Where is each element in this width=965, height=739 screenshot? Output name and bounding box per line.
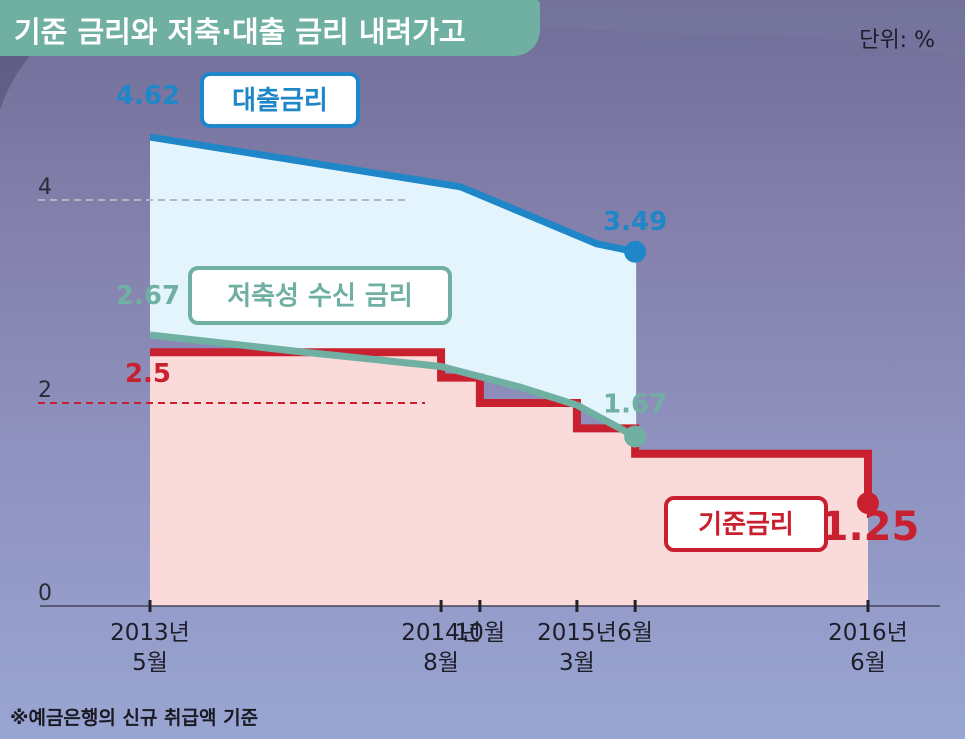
x-tick-label-4: 6월 xyxy=(617,620,653,646)
savings-rate-start-label: 2.67 xyxy=(116,281,180,311)
base-rate-end-marker xyxy=(857,492,879,515)
x-tick-label-2: 10월 xyxy=(455,620,505,646)
loan-rate-legend-box xyxy=(200,72,360,128)
chart-title: 기준 금리와 저축·대출 금리 내려가고 xyxy=(14,15,466,49)
loan-rate-legend-label: 대출금리 xyxy=(232,86,328,116)
base-rate-start-label: 2.5 xyxy=(125,359,171,389)
y-tick-label-0: 0 xyxy=(38,581,52,606)
base-rate-legend-box xyxy=(664,496,828,552)
savings-rate-legend-box xyxy=(188,266,452,325)
savings-rate-end-marker xyxy=(624,425,647,448)
savings-rate-line xyxy=(149,331,637,440)
loan-rate-end-label: 3.49 xyxy=(603,207,667,237)
loan-rate-line xyxy=(149,133,636,256)
footnote: ※예금은행의 신규 취급액 기준 xyxy=(10,707,259,729)
base-rate-legend-label: 기준금리 xyxy=(698,510,794,540)
savings-rate-end-label: 1.67 xyxy=(603,389,667,419)
y-tick-label-2: 2 xyxy=(38,378,52,403)
savings-rate-legend-label: 저축성 수신 금리 xyxy=(227,282,413,312)
base-rate-area xyxy=(150,352,868,606)
x-tick-label-3: 2015년 3월 xyxy=(537,620,617,676)
x-tick-label-5: 2016년 6월 xyxy=(828,620,908,676)
base-rate-end-label: 1.25 xyxy=(821,504,920,550)
title-bar: 기준 금리와 저축·대출 금리 내려가고 xyxy=(0,0,540,56)
loan-rate-end-marker xyxy=(624,240,647,263)
x-tick-label-0: 2013년 5월 xyxy=(110,620,190,676)
loan-rate-start-label: 4.62 xyxy=(116,81,180,111)
unit-label: 단위: % xyxy=(859,28,935,53)
y-tick-label-4: 4 xyxy=(38,175,52,200)
x-tick-label-1: 2014년 8월 xyxy=(401,620,481,676)
